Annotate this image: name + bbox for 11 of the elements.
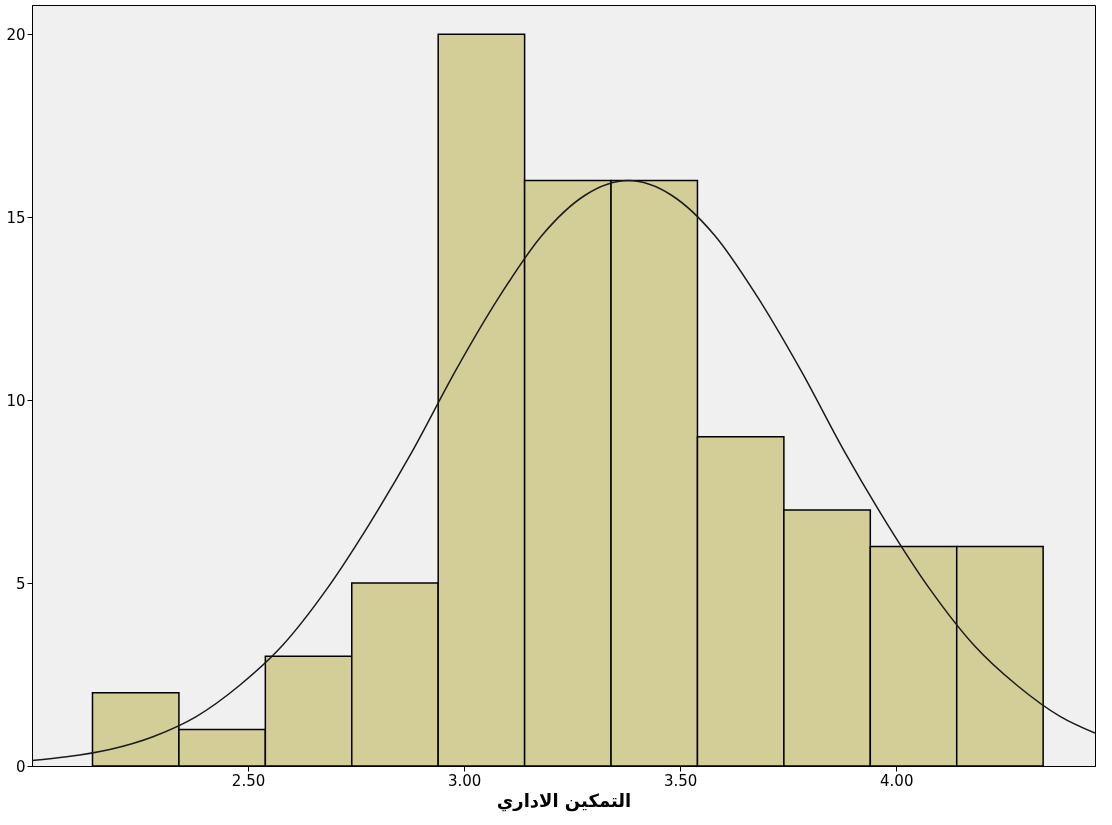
line-series (32, 179, 1095, 762)
x-tick-label: 2.50 (231, 771, 266, 790)
y-tick-label: 10 (6, 391, 26, 410)
x-axis-title: التمكين الاداري (496, 789, 632, 812)
y-tick-label: 5 (15, 574, 26, 593)
y-tick-label: 0 (15, 757, 26, 776)
x-tick-label: 4.00 (880, 771, 914, 790)
y-tick-label: 15 (6, 208, 26, 227)
x-tick-label: 3.00 (447, 771, 482, 790)
x-tick-label: 3.50 (663, 771, 698, 790)
y-tick-label: 20 (6, 25, 26, 44)
